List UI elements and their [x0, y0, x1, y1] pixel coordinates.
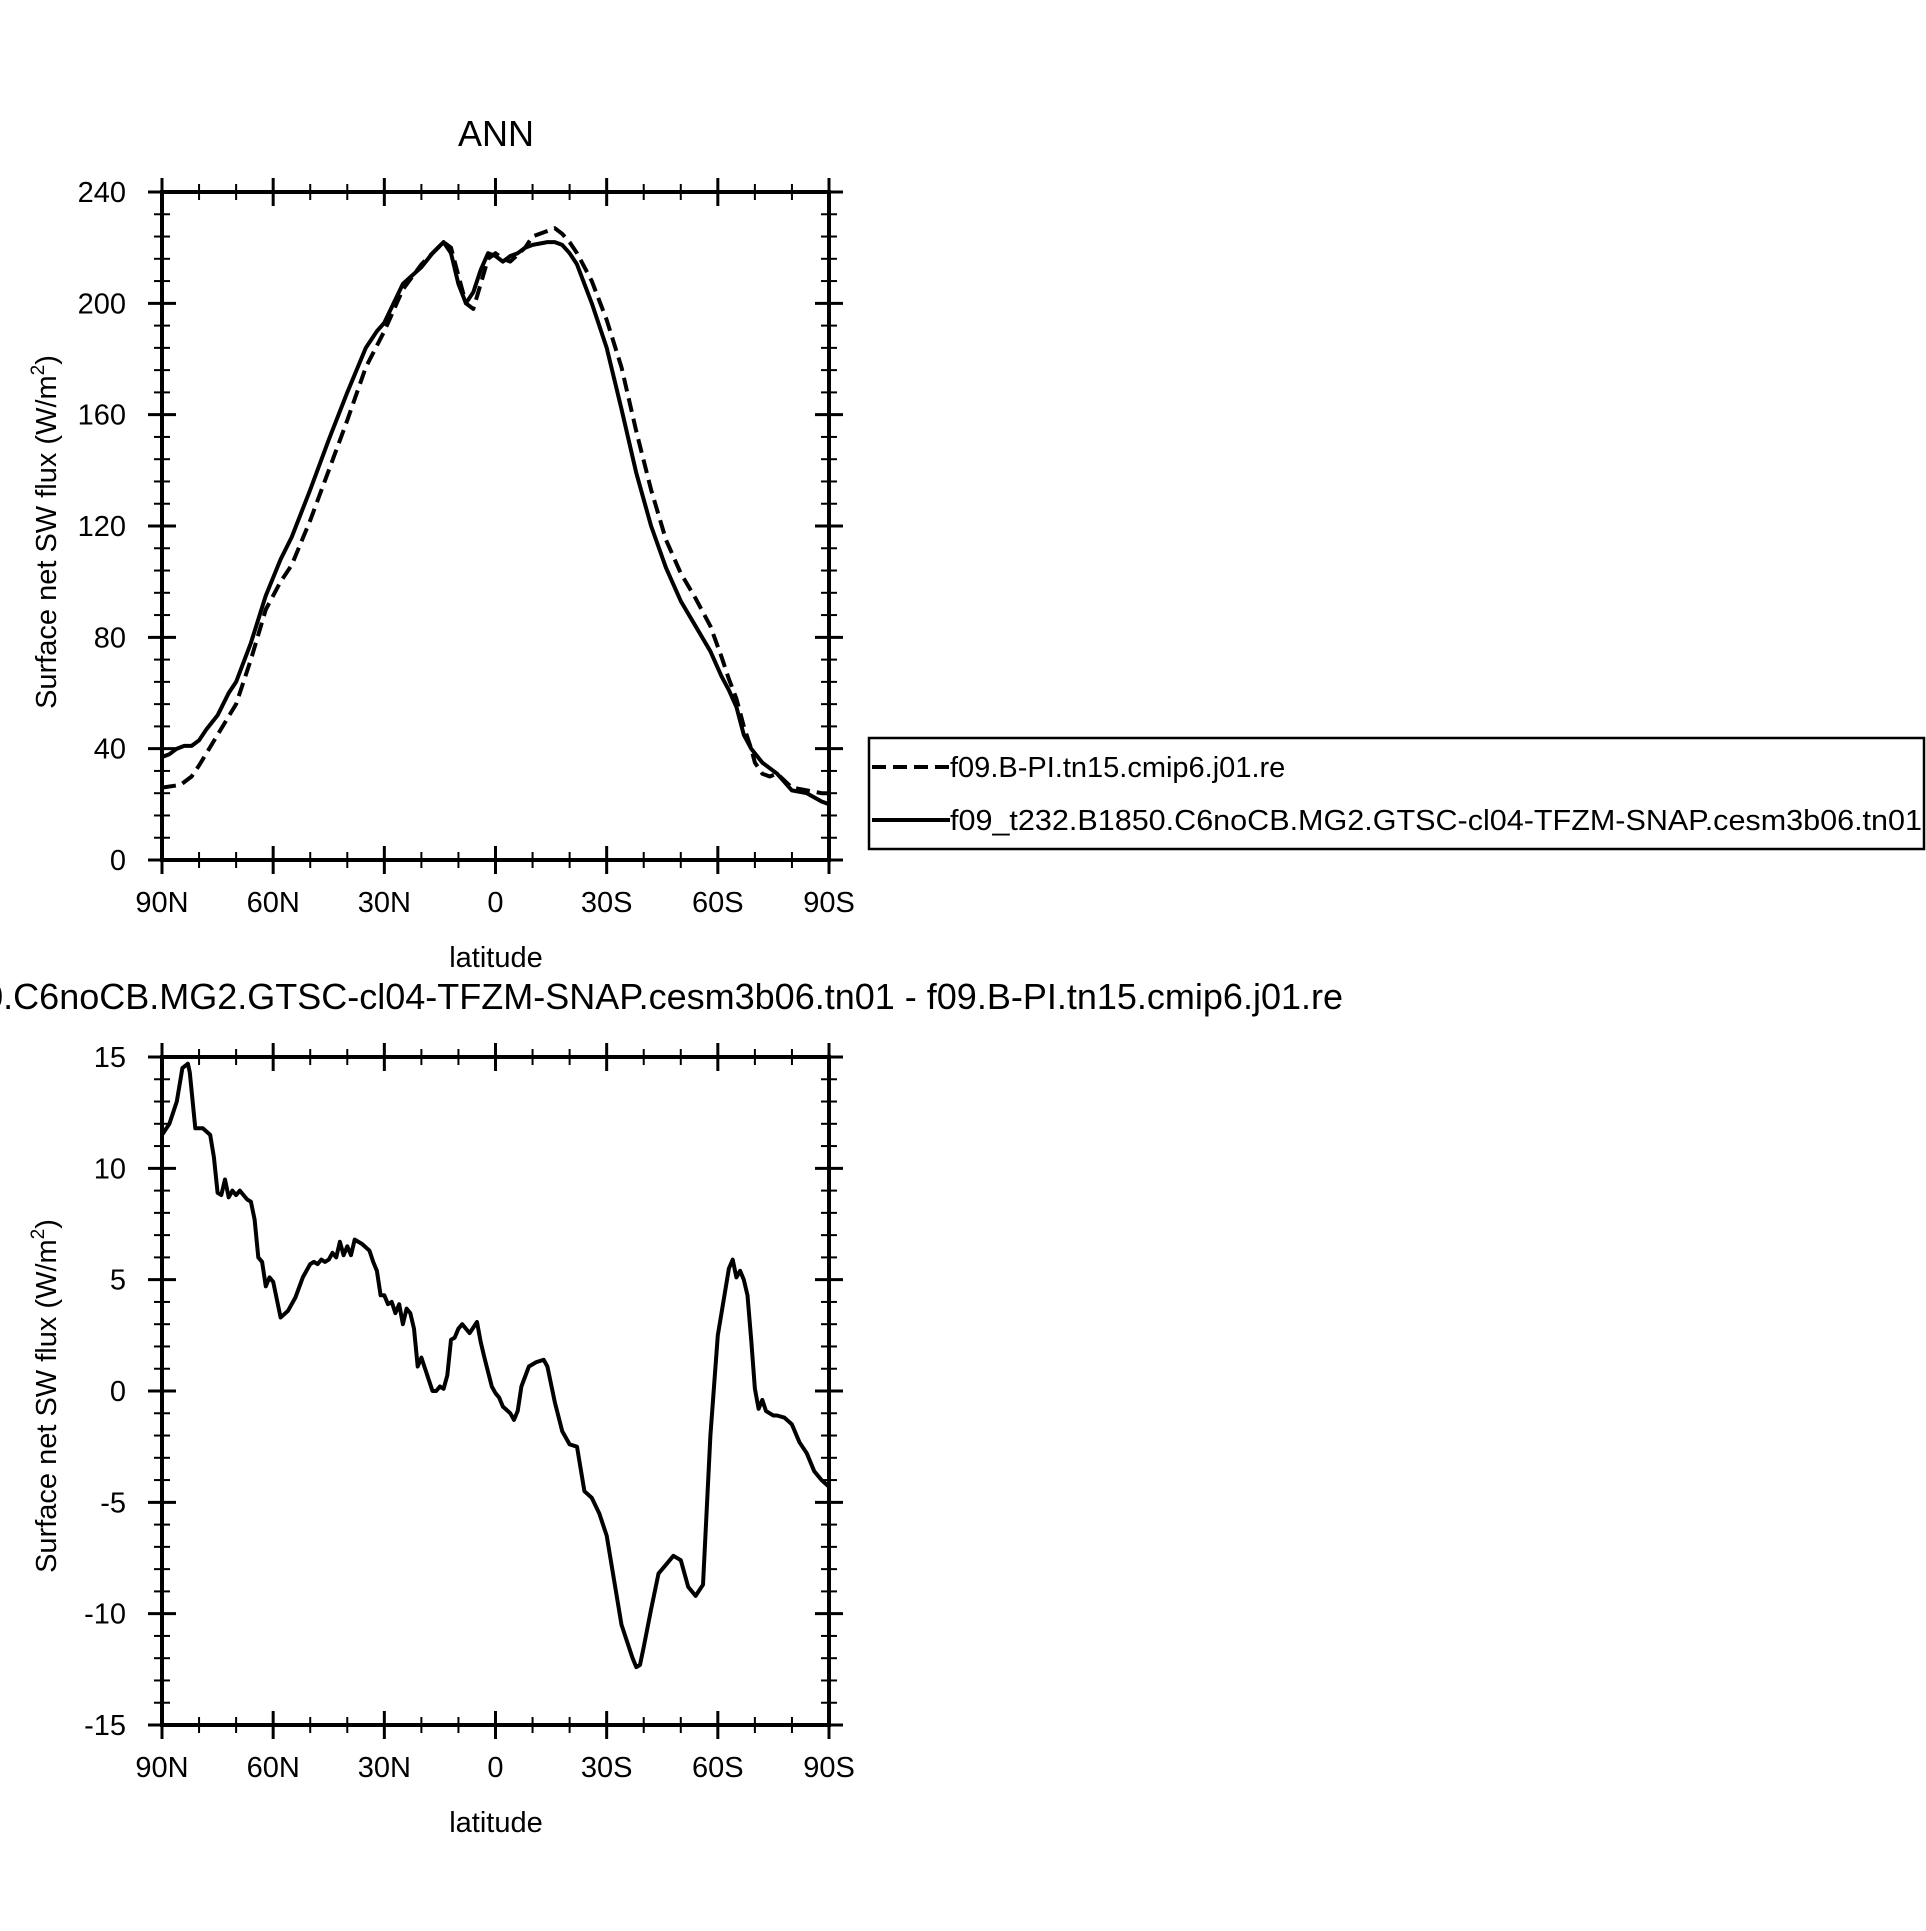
- x-tick-label: 30N: [358, 1752, 411, 1784]
- x-tick-label: 60S: [692, 1752, 744, 1784]
- top-panel-title: ANN: [458, 113, 534, 154]
- legend-entry-dashed-label: f09.B-PI.tn15.cmip6.j01.re: [950, 752, 1285, 784]
- top-y-axis-label-close: ): [31, 355, 63, 365]
- svg-text:Surface net SW flux (W/m2): Surface net SW flux (W/m2): [28, 1219, 63, 1573]
- top-y-axis-label: Surface net SW flux (W/m2): [28, 355, 63, 709]
- x-tick-label: 0: [487, 1752, 503, 1784]
- svg-text:Surface net SW flux (W/m2): Surface net SW flux (W/m2): [28, 355, 63, 709]
- top-panel: ANN Surface net SW flux (W/m2) 90N 60N 30N…: [28, 113, 855, 974]
- x-tick-label: 0: [487, 887, 503, 919]
- y-tick-label: 120: [78, 511, 126, 543]
- y-tick-label: 200: [78, 288, 126, 320]
- y-tick-label: -10: [84, 1599, 126, 1631]
- legend-frame: [867, 736, 1926, 851]
- y-tick-label: 160: [78, 400, 126, 432]
- x-tick-label: 90N: [135, 1752, 188, 1784]
- y-tick-label: 40: [94, 734, 126, 766]
- y-tick-label: -15: [84, 1710, 126, 1742]
- y-tick-label: 5: [110, 1265, 126, 1297]
- x-tick-label: 90N: [135, 887, 188, 919]
- y-tick-label: 240: [78, 177, 126, 209]
- top-series-solid-line: [161, 240, 830, 807]
- legend-entry-solid-label: f09_t232.B1850.C6noCB.MG2.GTSC-cl04-TFZM…: [950, 805, 1922, 837]
- x-tick-label: 30N: [358, 887, 411, 919]
- x-tick-label: 90S: [803, 887, 855, 919]
- top-plot-frame: [160, 190, 831, 862]
- x-tick-label: 90S: [803, 1752, 855, 1784]
- bottom-panel-title: f09_t232.B1850.C6noCB.MG2.GTSC-cl04-TFZM…: [0, 976, 1343, 1017]
- x-tick-label: 30S: [581, 1752, 633, 1784]
- bottom-y-axis-label-sup: 2: [28, 1229, 49, 1240]
- bottom-panel: f09_t232.B1850.C6noCB.MG2.GTSC-cl04-TFZM…: [0, 976, 1343, 1839]
- bottom-x-axis-label: latitude: [449, 1807, 543, 1839]
- bottom-plot-frame: [160, 1055, 831, 1727]
- x-tick-label: 60N: [247, 1752, 300, 1784]
- top-y-axis-label-sup: 2: [28, 365, 49, 376]
- y-tick-label: -5: [100, 1487, 126, 1519]
- y-tick-label: 10: [94, 1153, 126, 1185]
- top-series-dashed-line: [161, 226, 829, 796]
- y-tick-label: 80: [94, 622, 126, 654]
- bottom-y-axis-label: Surface net SW flux (W/m2): [28, 1219, 63, 1573]
- top-x-axis-label: latitude: [449, 942, 543, 974]
- x-tick-label: 60N: [247, 887, 300, 919]
- x-tick-label: 30S: [581, 887, 633, 919]
- bot-series-solid-line: [160, 1061, 831, 1670]
- top-y-axis-label-main: Surface net SW flux (W/m: [31, 375, 63, 709]
- y-tick-label: 0: [110, 845, 126, 877]
- y-tick-label: 0: [110, 1376, 126, 1408]
- bottom-y-axis-label-close: ): [31, 1219, 63, 1229]
- legend: f09.B-PI.tn15.cmip6.j01.re f09_t232.B185…: [867, 736, 1926, 851]
- y-tick-label: 15: [94, 1042, 126, 1074]
- bottom-y-axis-label-main: Surface net SW flux (W/m: [31, 1239, 63, 1573]
- x-tick-label: 60S: [692, 887, 744, 919]
